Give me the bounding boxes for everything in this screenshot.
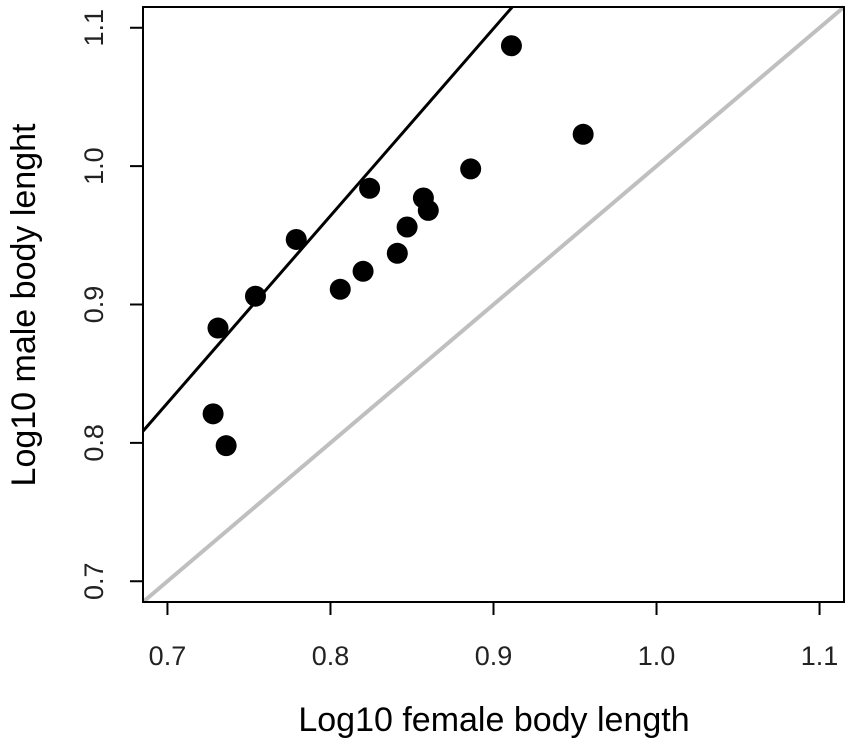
identity-line — [141, 5, 846, 604]
data-point — [417, 199, 439, 221]
x-tick-label: 1.0 — [638, 641, 676, 671]
x-axis-label: Log10 female body length — [298, 701, 689, 739]
data-point — [329, 278, 351, 300]
y-tick-label: 0.9 — [79, 286, 109, 324]
y-tick-label: 1.1 — [79, 9, 109, 47]
data-point — [215, 435, 237, 457]
regression-line — [141, 6, 514, 433]
x-tick-label: 0.7 — [149, 641, 187, 671]
y-tick-label: 0.7 — [79, 562, 109, 600]
x-tick-label: 1.1 — [801, 641, 839, 671]
data-point — [572, 123, 594, 145]
x-tick-label: 0.8 — [312, 641, 350, 671]
y-tick-label: 1.0 — [79, 147, 109, 185]
x-tick-label: 0.9 — [475, 641, 513, 671]
data-point — [202, 403, 224, 425]
data-point — [244, 285, 266, 307]
data-point — [386, 242, 408, 264]
data-point — [352, 260, 374, 282]
lines-layer — [141, 5, 846, 604]
data-point — [396, 216, 418, 238]
data-point — [460, 158, 482, 180]
y-tick-label: 0.8 — [79, 424, 109, 462]
data-point — [500, 35, 522, 57]
data-point — [359, 177, 381, 199]
x-axis: 0.7 0.8 0.9 1.0 1.1 — [149, 602, 839, 671]
data-point — [285, 228, 307, 250]
y-axis-label: Log10 male body lenght — [5, 123, 43, 486]
y-axis: 0.7 0.8 0.9 1.0 1.1 — [79, 9, 143, 600]
points-layer — [202, 35, 594, 457]
data-point — [207, 317, 229, 339]
